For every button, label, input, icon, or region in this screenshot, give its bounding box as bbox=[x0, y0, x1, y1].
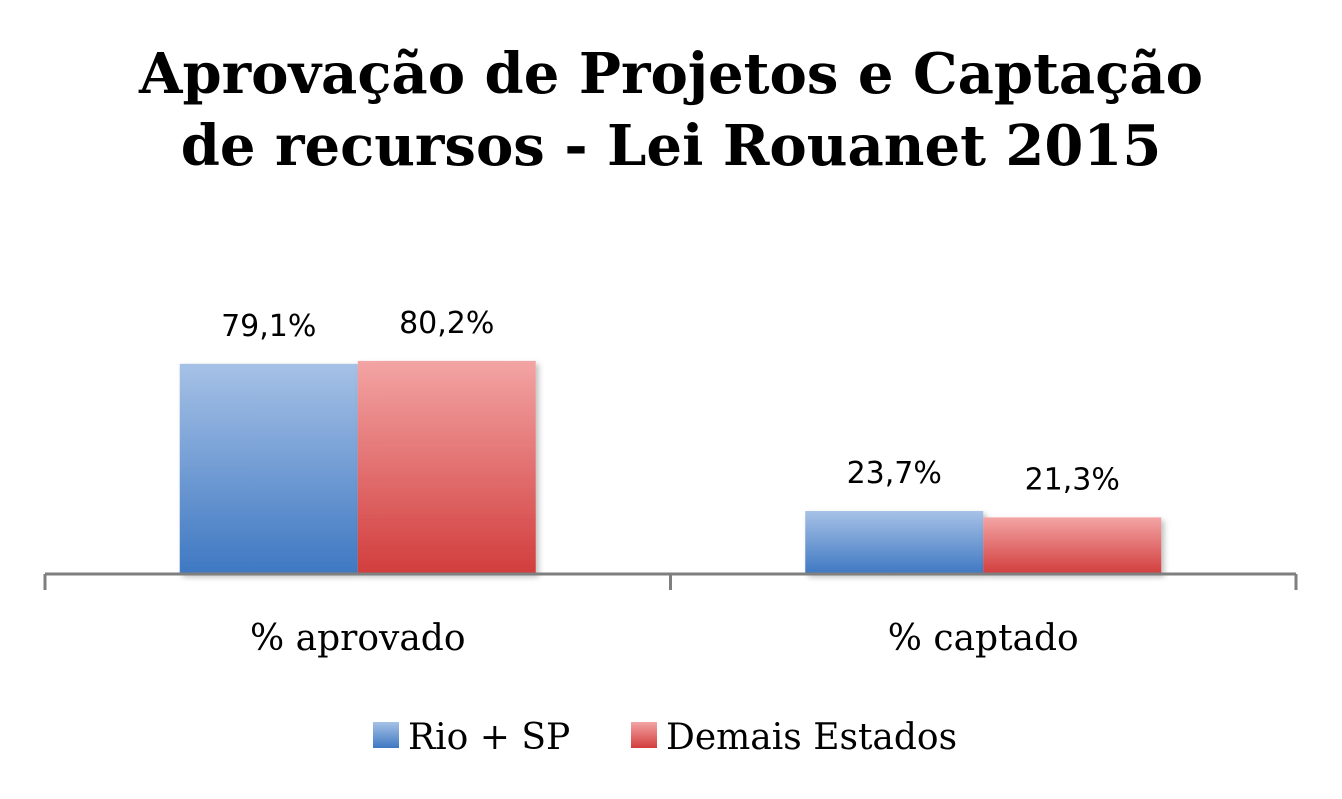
legend-label-demais-estados: Demais Estados bbox=[666, 717, 957, 758]
data-label: 21,3% bbox=[1025, 462, 1120, 497]
legend-label-rio-sp: Rio + SP bbox=[408, 717, 570, 758]
category-label: % captado bbox=[888, 618, 1079, 659]
bars-layer bbox=[179, 360, 1162, 574]
bar-rio-sp-0 bbox=[179, 363, 358, 574]
legend-swatch-demais-estados bbox=[631, 722, 657, 748]
chart-title: Aprovação de Projetos e Captação de recu… bbox=[0, 38, 1342, 182]
bar-rio-sp-1 bbox=[805, 511, 984, 574]
legend: Rio + SP Demais Estados bbox=[373, 717, 957, 758]
chart-title-line-1: Aprovação de Projetos e Captação bbox=[139, 41, 1203, 107]
category-label: % aprovado bbox=[250, 618, 466, 659]
chart-title-line-2: de recursos - Lei Rouanet 2015 bbox=[180, 113, 1162, 179]
legend-swatch-rio-sp bbox=[373, 722, 399, 748]
data-label: 23,7% bbox=[847, 456, 942, 491]
data-label: 79,1% bbox=[221, 309, 316, 344]
bar-demais-estados-1 bbox=[983, 517, 1162, 574]
data-labels: 79,1% 80,2% 23,7% 21,3% bbox=[221, 306, 1120, 497]
bar-demais-estados-0 bbox=[357, 360, 536, 574]
x-axis bbox=[43, 572, 1298, 590]
category-labels: % aprovado % captado bbox=[250, 618, 1079, 659]
data-label: 80,2% bbox=[399, 306, 494, 341]
